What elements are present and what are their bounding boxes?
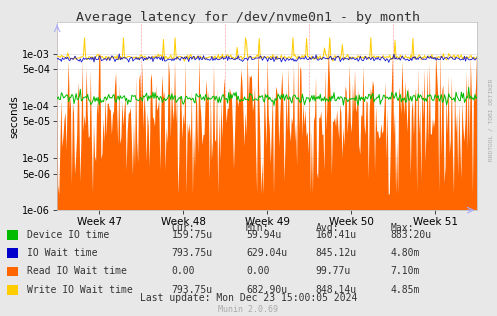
Text: 7.10m: 7.10m [390,266,419,276]
Text: 160.41u: 160.41u [316,230,357,240]
Text: Avg:: Avg: [316,223,339,233]
Text: Munin 2.0.69: Munin 2.0.69 [219,305,278,314]
Text: IO Wait time: IO Wait time [27,248,98,258]
Text: 883.20u: 883.20u [390,230,431,240]
Text: Read IO Wait time: Read IO Wait time [27,266,127,276]
Y-axis label: seconds: seconds [9,95,19,137]
Text: 793.75u: 793.75u [171,285,213,295]
Text: 793.75u: 793.75u [171,248,213,258]
Text: 682.90u: 682.90u [246,285,287,295]
Text: 99.77u: 99.77u [316,266,351,276]
Text: Last update: Mon Dec 23 15:00:05 2024: Last update: Mon Dec 23 15:00:05 2024 [140,293,357,303]
Text: 4.80m: 4.80m [390,248,419,258]
Text: Max:: Max: [390,223,414,233]
Text: RRDTOOL / TOBI OETIKER: RRDTOOL / TOBI OETIKER [489,79,494,161]
Text: 4.85m: 4.85m [390,285,419,295]
Text: 0.00: 0.00 [171,266,195,276]
Text: 629.04u: 629.04u [246,248,287,258]
Text: Device IO time: Device IO time [27,230,109,240]
Text: 0.00: 0.00 [246,266,269,276]
Text: Cur:: Cur: [171,223,195,233]
Text: 159.75u: 159.75u [171,230,213,240]
Text: Min:: Min: [246,223,269,233]
Text: 848.14u: 848.14u [316,285,357,295]
Text: 845.12u: 845.12u [316,248,357,258]
Text: Write IO Wait time: Write IO Wait time [27,285,133,295]
Text: 59.94u: 59.94u [246,230,281,240]
Text: Average latency for /dev/nvme0n1 - by month: Average latency for /dev/nvme0n1 - by mo… [77,11,420,24]
